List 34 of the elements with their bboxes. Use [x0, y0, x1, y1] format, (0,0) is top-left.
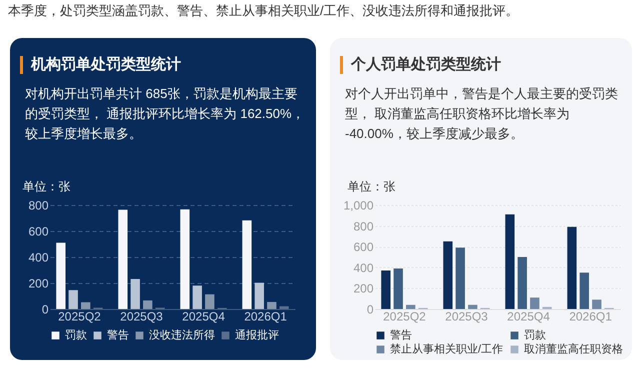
x-tick-label: 2026Q1: [244, 310, 288, 324]
chart-title: 个人罚单处罚类型统计: [340, 56, 501, 74]
y-tick-label: 400: [28, 250, 49, 264]
y-tick-label: 0: [42, 302, 49, 316]
y-tick-label: 600: [28, 224, 49, 238]
chart-title: 机构罚单处罚类型统计: [20, 56, 181, 74]
y-tick-label: 800: [353, 219, 374, 234]
x-tick-label: 2025Q2: [58, 310, 102, 324]
text: 本季度，处罚类型涵盖罚款、警告、禁止从事相关职业/工作、没收违法所得和通报批评。: [8, 2, 519, 20]
y-axis-title: 单位：张: [22, 180, 70, 194]
legend-label: 罚款: [65, 330, 87, 342]
legend-label: 警告: [390, 328, 412, 342]
chart-subtitle: 对个人开出罚单中，警告是个人最主要的受罚类型， 取消董监高任职资格环比增长率为 -40.00%，较上季度减少最多。: [345, 85, 619, 143]
y-tick-label: 1,000: [343, 198, 374, 212]
chart-subtitle: 对机构开出罚单共计 685张，罚款是机构最主要的受罚类型， 通报批评环比增长率为 162.50%，较上季度增长最多。: [25, 85, 306, 143]
x-tick-label: 2025Q4: [507, 310, 550, 324]
x-tick-label: 2026Q1: [569, 310, 612, 324]
x-tick-label: 2025Q3: [120, 310, 164, 324]
legend-label: 没收违法所得: [149, 328, 215, 342]
y-tick-label: 0: [366, 302, 374, 316]
y-tick-label: 400: [353, 260, 374, 275]
x-tick-label: 2025Q4: [182, 310, 226, 324]
y-axis-title: 单位：张: [348, 180, 396, 194]
y-tick-label: 200: [353, 282, 374, 296]
legend-label: 禁止从事相关职业/工作: [390, 342, 504, 356]
y-tick-label: 200: [28, 276, 49, 290]
legend-label: 通报批评: [235, 328, 279, 342]
legend-label: 罚款: [524, 330, 546, 342]
legend-label: 警告: [107, 328, 129, 342]
x-tick-label: 2025Q3: [445, 310, 488, 324]
legend-label: 取消董监高任职资格: [524, 342, 623, 356]
y-tick-label: 800: [28, 198, 49, 212]
y-tick-label: 600: [353, 240, 374, 254]
x-tick-label: 2025Q2: [383, 310, 426, 324]
